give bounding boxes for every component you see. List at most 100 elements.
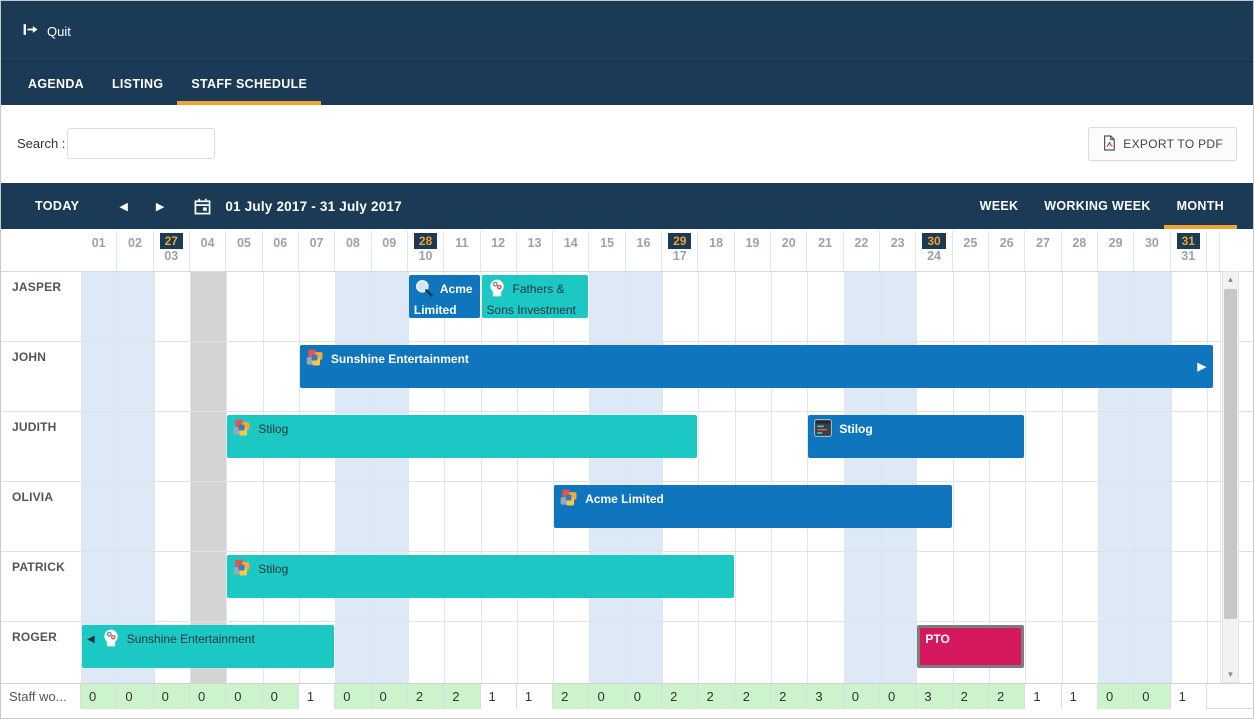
day-number: 30 [1134, 236, 1169, 250]
day-number: 16 [626, 236, 661, 250]
day-header-20: 20 [771, 231, 807, 271]
staff-working-count: 0 [226, 684, 262, 709]
export-pdf-label: EXPORT TO PDF [1123, 137, 1223, 151]
staff-working-count: 0 [880, 684, 916, 709]
staff-name-john: JOHN [12, 350, 46, 364]
day-header-27: 27 [1025, 231, 1061, 271]
day-number: 11 [444, 236, 479, 250]
event-stilog[interactable]: Stilog [227, 555, 733, 598]
puzzle-icon [305, 348, 325, 372]
quit-button[interactable]: Quit [23, 23, 71, 39]
magnifier-icon [414, 278, 434, 302]
day-number: 22 [844, 236, 879, 250]
day-number: 25 [953, 236, 988, 250]
day-header-18: 18 [698, 231, 734, 271]
day-header-03: 2703 [154, 231, 190, 271]
day-number: 10 [408, 249, 443, 263]
staff-working-count: 3 [916, 684, 952, 709]
tab-agenda[interactable]: AGENDA [14, 62, 98, 105]
puzzle-icon [232, 418, 252, 442]
day-number: 05 [226, 236, 261, 250]
day-header-26: 26 [989, 231, 1025, 271]
top-bar: Quit [1, 1, 1253, 61]
tab-staff-schedule[interactable]: STAFF SCHEDULE [177, 62, 321, 105]
week-badge: 27 [160, 233, 183, 249]
view-button-working-week[interactable]: WORKING WEEK [1031, 183, 1163, 229]
day-number: 01 [81, 236, 116, 250]
day-number: 04 [190, 236, 225, 250]
day-number: 15 [589, 236, 624, 250]
pdf-file-icon [1102, 135, 1116, 154]
day-header-16: 16 [626, 231, 662, 271]
next-arrow-icon[interactable]: ▶ [144, 194, 176, 219]
day-header-23: 23 [880, 231, 916, 271]
search-input[interactable] [67, 128, 215, 159]
staff-working-count: 1 [1062, 684, 1098, 709]
staff-working-count: 2 [989, 684, 1025, 709]
scroll-down-button[interactable]: ▼ [1223, 667, 1238, 682]
event-pto[interactable]: PTO [917, 625, 1024, 668]
event-sunshine-entertainment[interactable]: Sunshine Entertainment▶ [300, 345, 1213, 388]
day-header-14: 14 [553, 231, 589, 271]
view-button-week[interactable]: WEEK [967, 183, 1032, 229]
event-stilog[interactable]: Stilog [808, 415, 1024, 458]
scrollbar-thumb[interactable] [1224, 289, 1237, 619]
vertical-scrollbar[interactable]: ▲▼ [1222, 271, 1239, 683]
schedule-grid: 0102270304050607080928101112131415162917… [1, 231, 1253, 711]
head-gears-icon [487, 278, 507, 302]
view-switcher: WEEKWORKING WEEKMONTH [967, 183, 1253, 229]
event-acme-limited[interactable]: Acme Limited [409, 275, 480, 318]
day-header-10: 2810 [408, 231, 444, 271]
quit-label: Quit [47, 24, 71, 39]
staff-working-count: 2 [662, 684, 698, 709]
search-row: Search : EXPORT TO PDF [1, 105, 1253, 183]
day-number: 27 [1025, 236, 1060, 250]
day-number: 06 [263, 236, 298, 250]
tab-listing[interactable]: LISTING [98, 62, 177, 105]
view-button-month[interactable]: MONTH [1164, 183, 1237, 229]
scroll-up-button[interactable]: ▲ [1223, 272, 1238, 287]
event-label: PTO [925, 632, 949, 646]
day-number: 21 [807, 236, 842, 250]
staff-working-count: 0 [263, 684, 299, 709]
event-fathers-sons-investment[interactable]: Fathers & Sons Investment [482, 275, 589, 318]
day-number: 12 [481, 236, 516, 250]
staff-working-count: 2 [735, 684, 771, 709]
staff-working-row: Staff wo...00000010022112002222300322110… [1, 683, 1253, 709]
event-label: Sunshine Entertainment [331, 352, 469, 366]
day-number: 08 [335, 236, 370, 250]
day-header-17: 2917 [662, 231, 698, 271]
staff-working-count: 1 [1171, 684, 1207, 709]
event-stilog[interactable]: Stilog [227, 415, 697, 458]
today-button[interactable]: TODAY [35, 199, 79, 213]
staff-working-count: 0 [589, 684, 625, 709]
staff-working-count: 0 [372, 684, 408, 709]
staff-working-count: 0 [1134, 684, 1170, 709]
event-sunshine-entertainment[interactable]: ◀Sunshine Entertainment [82, 625, 334, 668]
app-window: Quit AGENDALISTINGSTAFF SCHEDULE Search … [0, 0, 1254, 719]
day-number: 29 [1098, 236, 1133, 250]
day-header-04: 04 [190, 231, 226, 271]
day-header-12: 12 [481, 231, 517, 271]
day-header-30: 30 [1134, 231, 1170, 271]
staff-name-olivia: OLIVIA [12, 490, 53, 504]
day-header-25: 25 [953, 231, 989, 271]
staff-name-jasper: JASPER [12, 280, 61, 294]
staff-working-count: 0 [844, 684, 880, 709]
staff-name-judith: JUDITH [12, 420, 57, 434]
day-number: 07 [299, 236, 334, 250]
day-number: 03 [154, 249, 189, 263]
staff-working-count: 3 [807, 684, 843, 709]
day-number: 23 [880, 236, 915, 250]
day-number: 31 [1171, 249, 1206, 263]
event-acme-limited[interactable]: Acme Limited [554, 485, 952, 528]
day-header-06: 06 [263, 231, 299, 271]
export-pdf-button[interactable]: EXPORT TO PDF [1088, 127, 1237, 161]
head-gears-icon [101, 628, 121, 652]
staff-working-count: 2 [553, 684, 589, 709]
search-label: Search : [17, 136, 65, 151]
puzzle-icon [559, 488, 579, 512]
header-filler-cell [1207, 231, 1220, 271]
prev-arrow-icon[interactable]: ◀ [107, 194, 139, 219]
staff-working-count: 2 [953, 684, 989, 709]
